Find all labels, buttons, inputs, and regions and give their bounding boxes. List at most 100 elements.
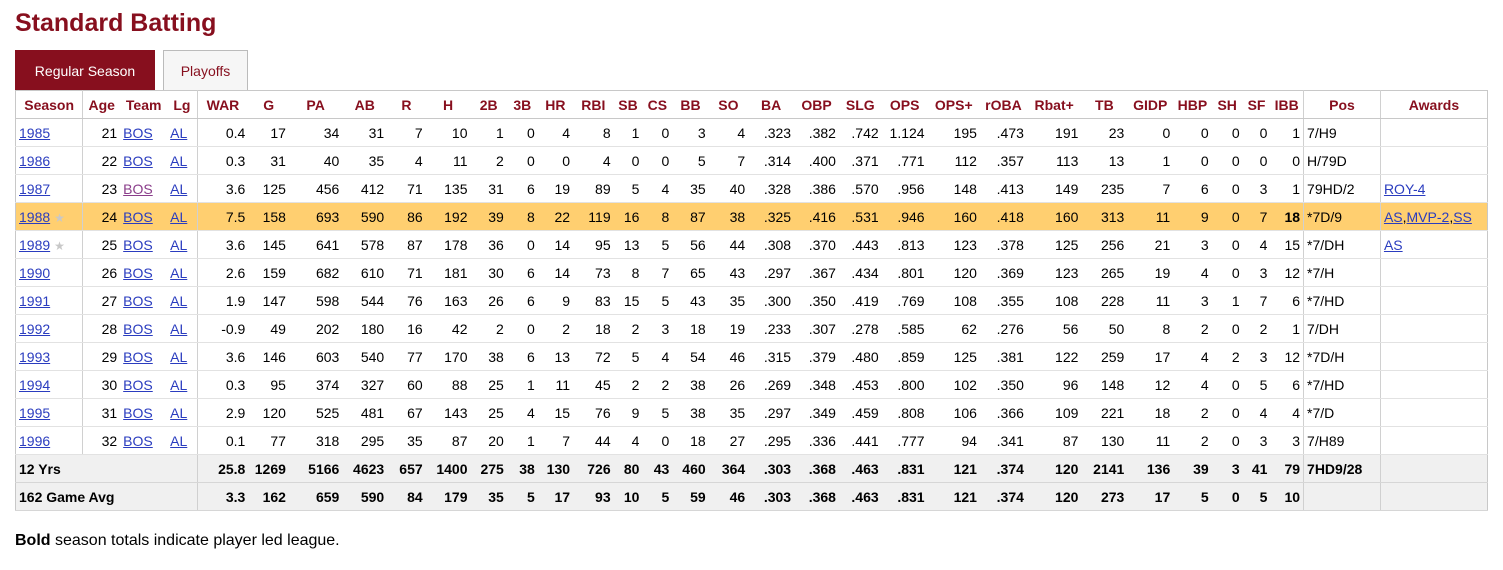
col-header-pa[interactable]: PA [288, 90, 343, 119]
cell-r: 7 [387, 118, 426, 147]
cell-ab: 578 [342, 230, 388, 259]
col-header-sb[interactable]: SB [613, 90, 643, 119]
col-header-tb[interactable]: TB [1081, 90, 1128, 119]
cell-so: 35 [708, 286, 749, 315]
team-link[interactable]: BOS [123, 348, 153, 365]
team-link[interactable]: BOS [123, 264, 153, 281]
col-header-sh[interactable]: SH [1211, 90, 1243, 119]
season-link[interactable]: 1987 [19, 180, 51, 197]
col-header-obp[interactable]: OBP [794, 90, 839, 119]
award-link[interactable]: MVP-2 [1406, 208, 1450, 225]
cell-slg: .278 [838, 314, 882, 343]
col-header-g[interactable]: G [248, 90, 289, 119]
cell-sh: 0 [1211, 118, 1243, 147]
col-header-ba[interactable]: BA [748, 90, 795, 119]
cell-roba: .418 [979, 202, 1027, 231]
cell-pa: 525 [288, 398, 343, 427]
col-header-opsp[interactable]: OPS+ [927, 90, 980, 119]
season-link[interactable]: 1986 [19, 152, 51, 169]
tab-regular-season[interactable]: Regular Season [15, 50, 155, 90]
col-header-so[interactable]: SO [708, 90, 749, 119]
league-link[interactable]: AL [170, 376, 188, 393]
team-link[interactable]: BOS [123, 432, 153, 449]
league-link[interactable]: AL [170, 264, 188, 281]
season-link[interactable]: 1988 [19, 208, 51, 225]
season-link[interactable]: 1990 [19, 264, 51, 281]
award-link[interactable]: ROY-4 [1383, 180, 1426, 197]
team-link[interactable]: BOS [123, 236, 153, 253]
col-header-r[interactable]: R [387, 90, 426, 119]
league-link[interactable]: AL [170, 180, 188, 197]
col-header-ab[interactable]: AB [342, 90, 388, 119]
col-header-b2[interactable]: 2B [470, 90, 507, 119]
league-link[interactable]: AL [170, 404, 188, 421]
season-link[interactable]: 1995 [19, 404, 51, 421]
league-link[interactable]: AL [170, 320, 188, 337]
season-link[interactable]: 1985 [19, 124, 51, 141]
season-link[interactable]: 1989 [19, 236, 51, 253]
season-link[interactable]: 1991 [19, 292, 51, 309]
season-link[interactable]: 1992 [19, 320, 51, 337]
cell-hr: 14 [537, 230, 574, 259]
cell-season: 1985 [15, 118, 84, 147]
table-row: 1994 30 BOS AL 0.3 95 374 327 60 88 25 1 11 45 2 2 38 26.… [15, 370, 1488, 399]
cell-pos: 7/DH [1303, 314, 1381, 343]
cell-pos: *7D/H [1303, 342, 1381, 371]
award-link[interactable]: AS [1383, 236, 1403, 253]
col-header-hr[interactable]: HR [537, 90, 574, 119]
season-link[interactable]: 1996 [19, 432, 51, 449]
league-link[interactable]: AL [170, 208, 188, 225]
season-link[interactable]: 1993 [19, 348, 51, 365]
col-header-sf[interactable]: SF [1242, 90, 1271, 119]
col-header-lg[interactable]: Lg [167, 90, 198, 119]
cell-sf: 3 [1242, 342, 1271, 371]
award-link[interactable]: AS [1383, 208, 1403, 225]
cell-b3: 38 [506, 454, 538, 483]
team-link[interactable]: BOS [123, 208, 153, 225]
col-header-ops[interactable]: OPS [881, 90, 928, 119]
cell-team: BOS [120, 230, 168, 259]
col-header-roba[interactable]: rOBA [979, 90, 1027, 119]
col-header-rbat[interactable]: Rbat+ [1026, 90, 1082, 119]
col-header-hbp[interactable]: HBP [1173, 90, 1212, 119]
league-link[interactable]: AL [170, 432, 188, 449]
col-header-rbi[interactable]: RBI [573, 90, 614, 119]
col-header-age[interactable]: Age [82, 90, 121, 119]
cell-rbat: 122 [1026, 342, 1082, 371]
col-header-pos[interactable]: Pos [1303, 90, 1381, 119]
tab-playoffs[interactable]: Playoffs [163, 50, 248, 90]
team-link[interactable]: BOS [123, 404, 153, 421]
league-link[interactable]: AL [170, 152, 188, 169]
league-link[interactable]: AL [170, 292, 188, 309]
col-header-bb[interactable]: BB [672, 90, 709, 119]
col-header-season[interactable]: Season [15, 90, 84, 119]
cell-slg: .480 [838, 342, 882, 371]
col-header-b3[interactable]: 3B [506, 90, 538, 119]
team-link[interactable]: BOS [123, 180, 153, 197]
cell-sh: 1 [1211, 286, 1243, 315]
award-link[interactable]: SS [1453, 208, 1472, 225]
col-header-ibb[interactable]: IBB [1270, 90, 1305, 119]
cell-pa: 693 [288, 202, 343, 231]
col-header-war[interactable]: WAR [197, 90, 249, 119]
team-link[interactable]: BOS [123, 124, 153, 141]
league-link[interactable]: AL [170, 348, 188, 365]
league-link[interactable]: AL [170, 124, 188, 141]
cell-so: 26 [708, 370, 749, 399]
col-header-h[interactable]: H [425, 90, 471, 119]
col-header-slg[interactable]: SLG [838, 90, 882, 119]
col-header-awards[interactable]: Awards [1380, 90, 1488, 119]
cell-hbp: 6 [1173, 174, 1212, 203]
league-link[interactable]: AL [170, 236, 188, 253]
team-link[interactable]: BOS [123, 292, 153, 309]
col-header-team[interactable]: Team [120, 90, 168, 119]
team-link[interactable]: BOS [123, 152, 153, 169]
team-link[interactable]: BOS [123, 320, 153, 337]
col-header-cs[interactable]: CS [642, 90, 673, 119]
table-row: 1990 26 BOS AL 2.6 159 682 610 71 181 30 6 14 73 8 7 65 4… [15, 258, 1488, 287]
cell-war: 3.3 [197, 482, 249, 511]
cell-g: 162 [248, 482, 289, 511]
col-header-gidp[interactable]: GIDP [1127, 90, 1174, 119]
season-link[interactable]: 1994 [19, 376, 51, 393]
team-link[interactable]: BOS [123, 376, 153, 393]
